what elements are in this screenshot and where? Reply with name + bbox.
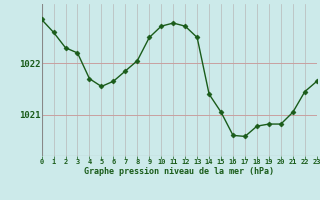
X-axis label: Graphe pression niveau de la mer (hPa): Graphe pression niveau de la mer (hPa) (84, 167, 274, 176)
